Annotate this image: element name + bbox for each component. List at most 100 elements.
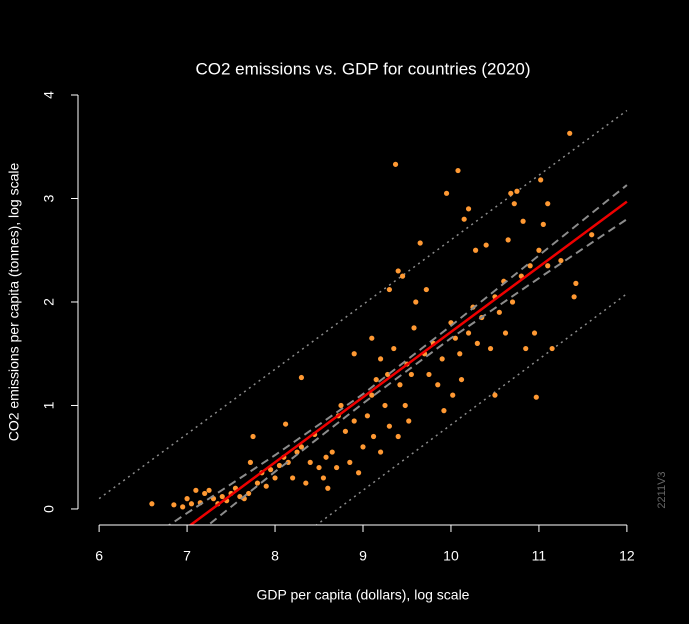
data-point [413,299,419,305]
data-point [303,480,309,486]
prediction-band-lower [315,293,628,525]
data-point [472,247,479,253]
data-point [441,408,447,414]
data-point [435,382,441,388]
y-tick-label: 3 [41,194,57,202]
data-point [411,325,417,331]
data-point [276,462,283,469]
data-point [399,273,406,279]
data-point [533,394,539,400]
data-point [250,433,256,440]
data-point [538,177,544,183]
data-point [545,201,551,207]
data-point [338,402,344,409]
x-tick-label: 10 [443,548,459,564]
data-point [149,501,155,507]
y-tick-label: 2 [41,298,57,306]
data-point [502,330,509,336]
watermark: 2211V3 [656,471,668,508]
data-point [219,493,225,500]
data-point [496,309,502,315]
data-point [320,475,327,481]
data-point [347,459,353,465]
data-point [356,470,362,476]
data-point [329,449,335,455]
data-point [392,161,399,167]
data-point [307,459,313,465]
data-point [514,188,520,194]
data-point [417,240,423,246]
data-point [282,421,289,427]
data-point [180,504,186,510]
x-tick-label: 7 [183,548,191,564]
data-point [531,330,538,336]
data-point [520,218,526,224]
data-point [511,201,517,207]
data-point [423,286,429,293]
data-point [171,502,177,508]
x-tick-label: 8 [271,548,279,564]
data-point [505,237,511,243]
data-point [184,496,190,502]
data-point [426,371,432,378]
data-point [395,433,401,440]
y-tick-label: 4 [41,91,57,99]
confidence-band-lower [206,218,628,525]
confidence-band-upper [167,184,628,525]
data-point [508,190,514,196]
data-point [290,475,296,481]
data-point [540,221,546,227]
data-point [450,392,456,398]
x-tick-label: 11 [532,548,547,564]
data-point [206,487,212,493]
regression-line [188,200,628,525]
data-point [377,356,384,362]
data-point [549,345,555,352]
data-point [573,280,579,286]
data-point [461,216,467,222]
data-point [364,413,370,419]
data-point [406,418,412,424]
data-point [294,449,300,455]
data-point [373,376,379,383]
data-point [342,428,349,434]
data-point [386,286,392,293]
data-point [523,345,529,352]
data-point [351,418,357,424]
y-tick-label: 0 [41,505,57,513]
y-tick-label: 1 [41,401,57,409]
x-axis-label: GDP per capita (dollars), log scale [257,587,470,603]
data-point [492,392,498,398]
chart-title: CO2 emissions vs. GDP for countries (202… [195,59,530,78]
data-point [397,382,403,388]
data-point [298,444,305,450]
data-point [323,454,329,460]
data-point [545,263,551,269]
data-point [458,376,465,383]
x-tick-label: 12 [619,548,635,564]
data-point [474,340,480,346]
x-tick-label: 6 [95,548,103,564]
data-point [408,371,414,378]
data-point [254,480,261,486]
prediction-band-upper [98,109,628,500]
x-tick-label: 9 [359,548,367,564]
data-point [439,356,445,362]
data-point [316,464,322,471]
data-point [509,299,516,305]
data-point [465,206,472,212]
data-point [247,459,254,465]
data-point [452,335,458,341]
data-point [298,374,305,381]
data-point [391,345,397,352]
data-point [567,130,573,136]
data-point [483,242,489,248]
data-point [268,467,274,473]
data-point [395,268,401,274]
data-point [334,464,340,471]
data-point [272,475,278,481]
data-point [202,490,208,497]
data-point [370,433,377,440]
plot-area [98,109,628,525]
